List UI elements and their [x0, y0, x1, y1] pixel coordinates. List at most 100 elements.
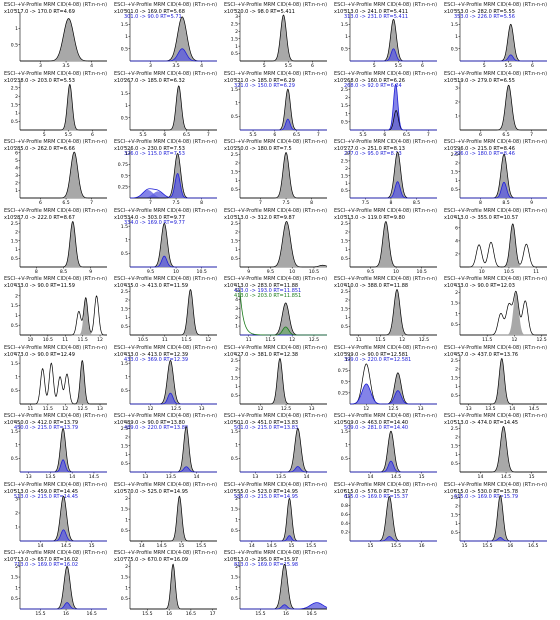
y-tick-label: 1.5 [11, 238, 18, 244]
x-tick-label: 12.5 [171, 406, 181, 412]
trace-line-black [20, 359, 107, 404]
trace-label: 238.0 -> 203.0 RT=5.53 [14, 77, 75, 84]
y-tick-label: 2 [455, 251, 458, 257]
chromatogram-plot: 0.51 1.52 2.53 5 5.5 6 [231, 12, 327, 69]
peak-fill [274, 14, 293, 61]
y-tick-label: 0.2 [341, 529, 348, 535]
y-tick-label: 6 [455, 225, 458, 231]
y-exponent-label: x10² [114, 557, 126, 563]
trace-line-black [130, 426, 217, 473]
x-tick-label: 11.5 [375, 337, 385, 343]
peak-fill [53, 18, 84, 61]
peak-fill [381, 431, 401, 472]
chromatogram-plot: 0.5 1 1.5 2 2.5 5.5 6 6.5 7 [341, 80, 437, 138]
y-exponent-label: x10² [224, 488, 236, 495]
chromatogram-panel: ESCI-+V-Profile MRM CID(4-08) (RT:n-n-n)… [223, 2, 331, 69]
x-tick-label: 11 [62, 337, 68, 343]
y-tick-label: 1 [345, 181, 348, 187]
x-tick-label: 13.5 [485, 406, 495, 412]
y-tick-label: 1.5 [231, 429, 238, 435]
y-exponent-label: x10² [444, 214, 456, 221]
peak-fill [172, 495, 187, 541]
trace-label: 301.0 -> 169.0 RT=5.68 [124, 9, 185, 15]
x-tick-label: 15 [178, 543, 184, 549]
x-tick-label: 13 [26, 474, 32, 480]
y-tick-label: 2 [455, 290, 458, 296]
trace-line-blue [130, 48, 217, 62]
chromatogram-panel: ESCI-+V-Profile MRM CID(4-08) (RT:n-n-n)… [443, 413, 551, 480]
y-exponent-label: x10² [224, 557, 236, 563]
x-tick-label: 13.5 [276, 474, 286, 480]
trace-label: 413.0 -> 193.0 RT=11.851 [234, 288, 302, 294]
y-tick-label: 1.5 [121, 443, 128, 449]
trace-label: 457.0 -> 437.0 RT=13.76 [454, 351, 519, 358]
chromatogram-plot: 0.5 1 1.5 3 3.5 4 [121, 12, 217, 69]
y-tick-label: 2 [125, 564, 128, 570]
trace-line-black [130, 84, 217, 130]
trace-label: 555.0 -> 215.0 RT=14.95 [234, 493, 299, 500]
x-tick-label: 5 [263, 63, 266, 69]
peak-fill [492, 495, 509, 541]
trace-label: 296.0 -> 180.0 RT=8.46 [454, 151, 515, 157]
panel-title: ESCI-+V-Profile MRM CID(4-08) (RT:n-n-n) [114, 550, 218, 556]
peak-fill [384, 19, 403, 62]
y-exponent-label: x10² [114, 488, 126, 495]
trace-line-black [460, 426, 547, 473]
trace-line-black [460, 84, 547, 130]
chromatogram-plot: 0.511.511 11.5 12 12.5 13 [11, 354, 107, 412]
y-tick-label: 1 [15, 374, 18, 380]
panel-title: ESCI-+V-Profile MRM CID(4-08) (RT:n-n-n) [4, 207, 108, 214]
trace-label: 301.0 -> 90.0 RT=5.71 [124, 14, 182, 20]
chromatogram-panel: ESCI-+V-Profile MRM CID(4-08) (RT:n-n-n)… [333, 413, 441, 480]
trace-line-blue [130, 466, 217, 473]
trace-label: 285.0 -> 262.0 RT=6.66 [14, 146, 75, 152]
chromatogram-panel: ESCI-+V-Profile MRM CID(4-08) (RT:n-n-n)… [113, 344, 221, 412]
y-tick-label: 2 [235, 229, 238, 235]
y-tick-label: 2 [235, 29, 238, 35]
x-tick-label: 16 [283, 611, 289, 617]
x-tick-label: 12.5 [309, 337, 319, 343]
x-tick-label: 14.5 [61, 543, 71, 549]
x-tick-label: 10.5 [309, 269, 319, 275]
trace-label: 615.0 -> 576.0 RT=15.37 [344, 488, 409, 495]
peak-fill [62, 83, 78, 130]
panel-title: ESCI-+V-Profile MRM CID(4-08) (RT:n-n-n) [224, 413, 328, 419]
trace-label: 513.0 -> 474.0 RT=14.45 [454, 420, 519, 426]
chromatogram-panel: ESCI-+V-Profile MRM CID(4-08) (RT:n-n-n)… [223, 208, 331, 275]
chromatogram-plot: 0.25 0.5 0.75 1 7 7.5 8 [118, 149, 217, 206]
x-tick-label: 16.5 [307, 611, 317, 617]
x-tick-label: 16.5 [87, 611, 97, 617]
chromatogram-plot: 12 3 45 6 6 6.5 7 [15, 149, 107, 206]
x-tick-label: 10 [393, 269, 399, 275]
y-tick-label: 2.5 [231, 220, 238, 226]
x-tick-label: 3.5 [62, 63, 69, 69]
y-tick-label: 2 [15, 93, 18, 99]
y-tick-label: 1 [455, 452, 458, 458]
trace-label: 334.0 -> 169.0 RT=9.77 [124, 219, 185, 226]
chromatogram-plot: 0.5 1 1.5 2 2.5 13 13.5 14 14.5 [451, 354, 547, 412]
x-tick-label: 13 [466, 406, 472, 412]
y-tick-label: 3 [15, 496, 18, 502]
chromatogram-plot: 0.511.522.510.5 11 11.5 12 [121, 286, 217, 343]
panel-title: ESCI-+V-Profile MRM CID(4-08) (RT:n-n-n) [4, 344, 108, 351]
x-tick-label: 12 [258, 406, 264, 412]
y-exponent-label: x10² [4, 488, 16, 495]
chromatogram-panel: ESCI-+V-Profile MRM CID(4-08) (RT:n-n-n)… [333, 2, 441, 69]
x-tick-label: 8 [200, 200, 203, 206]
y-exponent-label: x10² [4, 557, 16, 563]
x-tick-label: 14 [478, 474, 484, 480]
x-tick-label: 13 [142, 474, 148, 480]
y-tick-label: 1.5 [451, 375, 458, 381]
y-tick-label: 1.5 [11, 429, 18, 435]
panel-title: ESCI-+V-Profile MRM CID(4-08) (RT:n-n-n) [444, 413, 548, 419]
peak-fill [272, 358, 288, 404]
x-tick-label: 16 [166, 611, 172, 617]
y-tick-label: 1 [15, 188, 18, 194]
trace-label: 319.0 -> 279.0 RT=6.55 [454, 77, 515, 84]
panel-title: ESCI-+V-Profile MRM CID(4-08) (RT:n-n-n) [114, 344, 218, 351]
x-tick-label: 14.5 [89, 474, 99, 480]
x-tick-label: 6 [383, 132, 386, 138]
y-tick-label: 1 [125, 237, 128, 243]
trace-label: 615.0 -> 169.0 RT=15.79 [454, 493, 519, 500]
